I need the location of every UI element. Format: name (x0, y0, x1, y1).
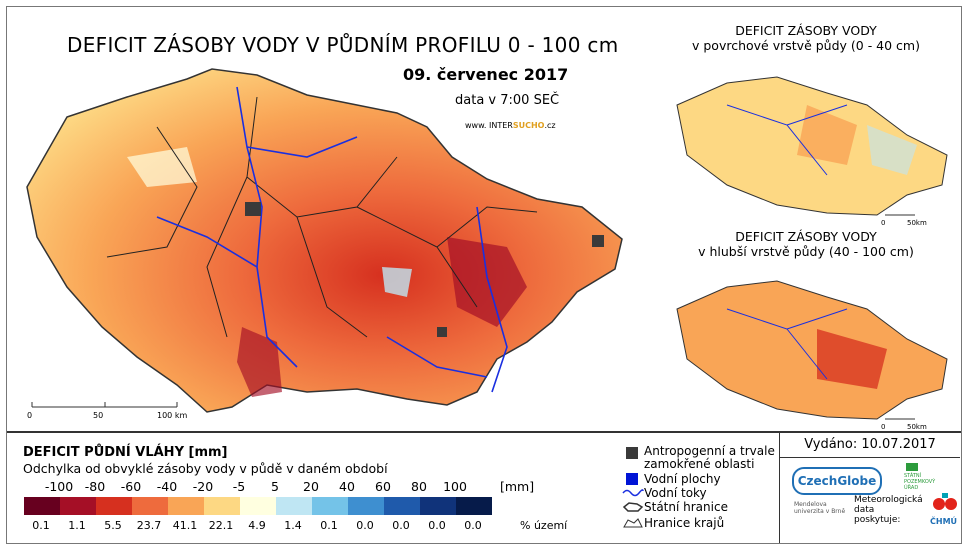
map-date: 09. červenec 2017 (403, 65, 569, 84)
legend-bound: 60 (375, 479, 391, 494)
scale-label: 50km (907, 219, 927, 225)
inset-top-map: 0 50km (676, 76, 948, 225)
prague-area (245, 202, 261, 216)
legend-swatch (96, 497, 132, 515)
legend-swatch (456, 497, 492, 515)
legend-pct: 23.7 (136, 519, 162, 532)
legend-pct: 41.1 (172, 519, 198, 532)
issued-date: Vydáno: 10.07.2017 (780, 433, 960, 458)
legend-pct: 4.9 (248, 519, 266, 532)
map-figure: 0 50 100 km DEFICIT ZÁSOBY VODY V PŮDNÍM… (6, 6, 962, 544)
spu-logo-text: STÁTNÍ POZEMKOVÝ ÚŘAD (904, 473, 936, 491)
legend-pct: 5.5 (104, 519, 122, 532)
legend-bound: -40 (156, 479, 178, 494)
legend-swatch (276, 497, 312, 515)
scale-label: 0 (881, 219, 885, 225)
legend-pct: 0.0 (392, 519, 410, 532)
legend-bound: -80 (84, 479, 106, 494)
region-boundaries (106, 96, 538, 338)
scale-label: 0 (881, 423, 885, 429)
legend-swatch (312, 497, 348, 515)
rivers (156, 86, 508, 393)
inset-top-title: DEFICIT ZÁSOBY VODY v povrchové vrstvě p… (692, 23, 920, 53)
legend-pct: 0.1 (320, 519, 338, 532)
legend-item-anthropogenic: Antropogenní a trvale zamokřené oblasti (644, 444, 775, 471)
legend-subtitle: Odchylka od obvyklé zásoby vody v půdě v… (23, 461, 388, 476)
legend-bound: 40 (339, 479, 355, 494)
legend-bound: -100 (44, 479, 74, 494)
legend-swatch (384, 497, 420, 515)
legend-item-water-bodies: Vodní plochy (644, 472, 721, 486)
legend-swatch (348, 497, 384, 515)
ostrava-area (592, 235, 604, 247)
scale-label: 50 (93, 411, 103, 420)
wet-spot-vysocina (382, 267, 412, 297)
legend-item-region-border: Hranice krajů (644, 516, 725, 530)
state-border-symbol (622, 502, 644, 512)
color-legend: DEFICIT PŮDNÍ VLÁHY [mm] Odchylka od obv… (15, 433, 590, 537)
wet-spot-north (127, 147, 197, 187)
legend-swatch (420, 497, 456, 515)
scale-label: 100 km (157, 411, 187, 420)
legend-bound: 80 (411, 479, 427, 494)
legend-pct: 0.1 (32, 519, 50, 532)
czechglobe-logo: CzechGlobe (792, 467, 882, 495)
legend-item-rivers: Vodní toky (644, 486, 707, 500)
legend-swatch (24, 497, 60, 515)
unit-label: [mm] (500, 479, 535, 494)
hot-spot-moravia (447, 237, 527, 327)
legend-pct: 0.0 (428, 519, 446, 532)
legend-swatch (168, 497, 204, 515)
data-time: data v 7:00 SEČ (455, 93, 560, 108)
legend-swatch (60, 497, 96, 515)
legend-bound: -20 (192, 479, 214, 494)
legend-swatch (204, 497, 240, 515)
meteo-provider-label: Meteorologická data poskytuje: (854, 495, 923, 525)
inset-bottom-map: 0 50km (676, 280, 948, 429)
region-border-symbol (623, 518, 643, 528)
legend-bound: 100 (443, 479, 467, 494)
scale-label: 50km (907, 423, 927, 429)
hot-spot-south-bohemia (237, 327, 282, 397)
legend-bound: 20 (303, 479, 319, 494)
website-label: www. INTERSUCHO.cz (465, 121, 556, 130)
legend-bound: 5 (271, 479, 279, 494)
legend-pct: 0.0 (464, 519, 482, 532)
spu-logo-mark (906, 463, 918, 471)
legend-bound: -5 (232, 479, 246, 494)
chmu-logo-text: ČHMÚ (930, 517, 958, 526)
water-body-symbol (626, 473, 638, 485)
chmu-logo-mark (933, 493, 957, 510)
legend-item-state-border: Státní hranice (644, 500, 728, 514)
legend-pct: 0.0 (356, 519, 374, 532)
publication-box: Vydáno: 10.07.2017 CzechGlobe STÁTNÍ POZ… (780, 433, 960, 537)
main-map: 0 50 100 km (26, 68, 623, 420)
legend-pct: 1.4 (284, 519, 302, 532)
map-title: DEFICIT ZÁSOBY VODY V PŮDNÍM PROFILU 0 -… (67, 33, 619, 57)
main-scale-bar: 0 50 100 km (27, 402, 187, 420)
river-symbol (622, 489, 644, 497)
pct-unit-label: % území (520, 519, 568, 532)
brno-area (437, 327, 447, 337)
mendelu-logo: Mendelova univerzita v Brně (794, 501, 846, 515)
anthropogenic-symbol (626, 447, 638, 459)
legend-swatch (132, 497, 168, 515)
legend-swatch (240, 497, 276, 515)
legend-pct: 1.1 (68, 519, 86, 532)
legend-bound: -60 (120, 479, 142, 494)
legend-divider-vertical (779, 431, 780, 543)
legend-pct: 22.1 (208, 519, 234, 532)
legend-divider (7, 431, 961, 433)
scale-label: 0 (27, 411, 32, 420)
inset-bottom-title: DEFICIT ZÁSOBY VODY v hlubší vrstvě půdy… (698, 229, 914, 259)
legend-title: DEFICIT PŮDNÍ VLÁHY [mm] (23, 445, 228, 460)
